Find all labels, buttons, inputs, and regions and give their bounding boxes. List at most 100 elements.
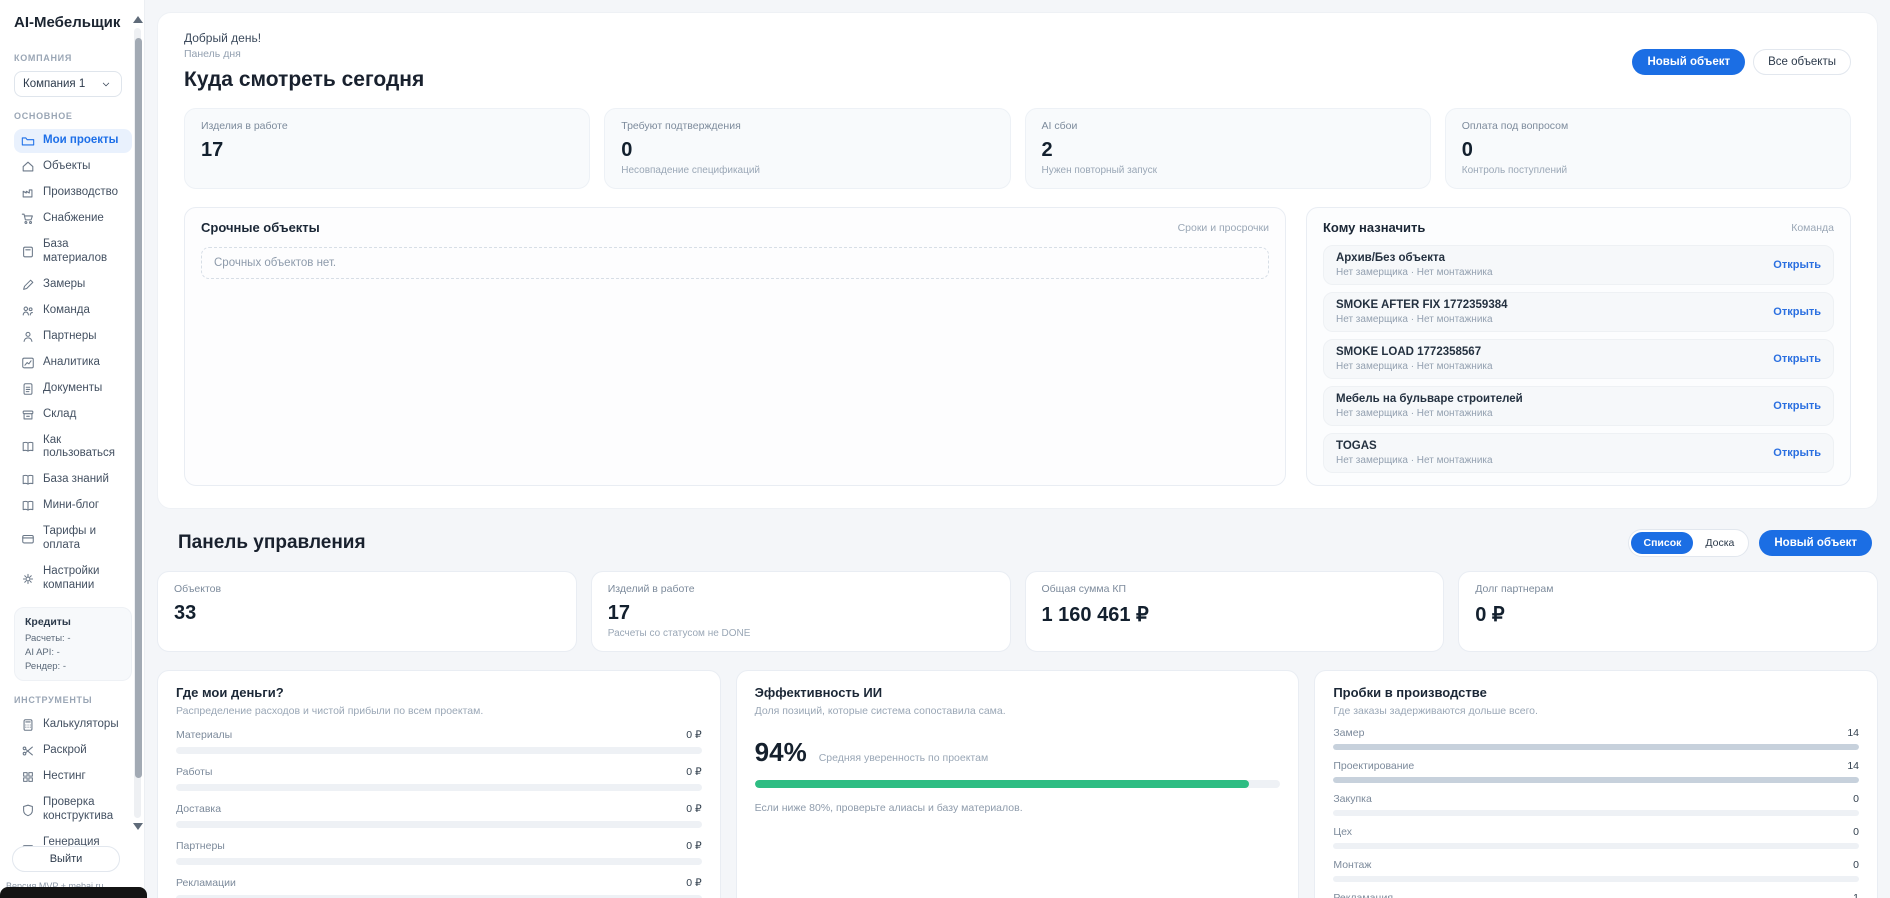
- bar-row-value: 14: [1847, 727, 1859, 739]
- progress-bar: [176, 858, 702, 865]
- sidebar-item-shield[interactable]: Проверка конструктива: [14, 791, 132, 829]
- sidebar-item-label: Мои проекты: [43, 134, 119, 147]
- management-title: Панель управления: [178, 532, 366, 553]
- assign-open-link[interactable]: Открыть: [1773, 400, 1821, 412]
- bar-row-labels: Партнеры 0 ₽: [176, 840, 702, 852]
- bar-row-labels: Рекламации 0 ₽: [176, 877, 702, 889]
- management-actions: Список Доска Новый объект: [1628, 529, 1872, 557]
- assign-item-note: Нет замерщика · Нет монтажника: [1336, 314, 1493, 325]
- scrollbar-thumb[interactable]: [135, 38, 142, 778]
- bar-row-label: Доставка: [176, 803, 222, 815]
- folder-icon: [21, 134, 35, 148]
- sidebar-item-cart[interactable]: Снабжение: [14, 207, 132, 231]
- sidebar-item-label: Тарифы и оплата: [43, 525, 97, 551]
- stat-label: AI сбои: [1041, 120, 1078, 132]
- sidebar-item-factory[interactable]: Производство: [14, 181, 132, 205]
- stat-card: Долг партнерам 0 ₽: [1458, 571, 1878, 652]
- credits-row: Рендер: -: [25, 661, 67, 673]
- stat-label: Требуют подтверждения: [621, 120, 741, 132]
- users-icon: [21, 304, 35, 318]
- stat-value: 17: [201, 139, 224, 161]
- assign-item-note: Нет замерщика · Нет монтажника: [1336, 455, 1493, 466]
- bar-row-label: Рекламации: [176, 877, 236, 889]
- company-select[interactable]: Компания 1: [14, 71, 122, 97]
- progress-bar: [1333, 777, 1859, 783]
- logout-button[interactable]: Выйти: [12, 846, 120, 872]
- user-icon: [21, 330, 35, 344]
- sidebar-item-label: Партнеры: [43, 329, 97, 342]
- assign-card-header: Кому назначить Команда: [1323, 220, 1834, 235]
- assign-card-hint: Команда: [1791, 221, 1834, 234]
- sidebar-item-archive[interactable]: Склад: [14, 403, 132, 427]
- sidebar-item-book[interactable]: Как пользоваться: [14, 429, 132, 467]
- stat-label: Оплата под вопросом: [1461, 120, 1569, 132]
- sidebar-item-pencil[interactable]: Замеры: [14, 273, 132, 297]
- sidebar-item-folder[interactable]: Мои проекты: [14, 129, 132, 153]
- day-panel-header: Добрый день! Панель дня Куда смотреть се…: [184, 31, 1851, 92]
- ai-progress-bar: [754, 780, 1281, 788]
- header-actions: Новый объект Все объекты: [1632, 49, 1851, 75]
- sidebar-item-box[interactable]: База материалов: [14, 233, 132, 271]
- sidebar-item-doc[interactable]: Документы: [14, 377, 132, 401]
- assign-open-link[interactable]: Открыть: [1773, 259, 1821, 271]
- sidebar-item-label: Замеры: [43, 277, 86, 290]
- bar-row: Рекламация 1: [1333, 892, 1859, 898]
- new-object-button[interactable]: Новый объект: [1632, 49, 1746, 75]
- sidebar-item-book[interactable]: База знаний: [14, 468, 132, 492]
- sidebar-item-user[interactable]: Партнеры: [14, 325, 132, 349]
- sidebar-item-scissors[interactable]: Раскрой: [14, 739, 132, 763]
- sidebar: AI-Мебельщик КОМПАНИЯ Компания 1 ОСНОВНО…: [0, 0, 147, 898]
- credits-title: Кредиты: [25, 616, 71, 629]
- sidebar-item-gear[interactable]: Настройки компании: [14, 560, 132, 598]
- progress-bar: [1333, 876, 1859, 882]
- sidebar-item-label: Команда: [43, 303, 90, 316]
- credits-row: Расчеты: -: [25, 633, 71, 645]
- stat-card: Общая сумма КП 1 160 461 ₽: [1024, 571, 1445, 652]
- stat-value: 17: [607, 602, 630, 624]
- scroll-down-icon[interactable]: [133, 823, 143, 830]
- scroll-up-icon[interactable]: [133, 16, 143, 23]
- sidebar-item-card[interactable]: Тарифы и оплата: [14, 520, 132, 558]
- assign-item-name: SMOKE AFTER FIX 1772359384: [1336, 299, 1508, 311]
- stat-note: Несовпадение спецификаций: [621, 165, 760, 176]
- scrollbar-track[interactable]: [134, 28, 142, 818]
- doc-icon: [21, 382, 35, 396]
- bar-row-label: Проектирование: [1333, 760, 1415, 772]
- bar-row: Материалы 0 ₽: [176, 729, 702, 754]
- ai-percent-row: 94% Средняя уверенность по проектам: [755, 737, 1281, 768]
- sidebar-item-label: База знаний: [43, 473, 109, 486]
- chevron-down-icon: [99, 79, 113, 90]
- bar-row-labels: Работы 0 ₽: [176, 766, 702, 778]
- sidebar-item-chart[interactable]: Аналитика: [14, 351, 132, 375]
- stat-value: 0: [1461, 139, 1473, 161]
- assign-open-link[interactable]: Открыть: [1773, 353, 1821, 365]
- view-list-button[interactable]: Список: [1631, 532, 1694, 554]
- sidebar-scrollbar[interactable]: [133, 16, 143, 830]
- all-objects-button[interactable]: Все объекты: [1753, 49, 1851, 75]
- sidebar-item-book[interactable]: Мини-блог: [14, 494, 132, 518]
- progress-bar: [1333, 843, 1859, 849]
- bar-row-value: 1: [1853, 892, 1859, 898]
- greeting-text: Добрый день!: [184, 31, 262, 45]
- sidebar-item-label: База материалов: [43, 238, 108, 264]
- assign-open-link[interactable]: Открыть: [1773, 447, 1821, 459]
- assign-item-note: Нет замерщика · Нет монтажника: [1336, 408, 1493, 419]
- sidebar-item-grid[interactable]: Нестинг: [14, 765, 132, 789]
- stat-card: Изделий в работе 17 Расчеты со статусом не…: [590, 571, 1011, 652]
- view-board-button[interactable]: Доска: [1705, 537, 1735, 549]
- sidebar-item-label: Проверка конструктива: [43, 796, 114, 823]
- bar-row-value: 0 ₽: [686, 877, 702, 889]
- money-card-subtitle: Распределение расходов и чистой прибыли …: [176, 705, 484, 717]
- sidebar-item-label: Настройки компании: [43, 564, 100, 591]
- sidebar-item-users[interactable]: Команда: [14, 299, 132, 323]
- stat-value: 2: [1041, 139, 1053, 161]
- sidebar-item-calc[interactable]: Калькуляторы: [14, 713, 132, 737]
- sidebar-item-label: Нестинг: [43, 770, 86, 783]
- bottlenecks-title: Пробки в производстве: [1333, 685, 1487, 700]
- sidebar-item-home[interactable]: Объекты: [14, 155, 132, 179]
- bar-row-labels: Цех 0: [1333, 826, 1859, 838]
- stat-label: Изделий в работе: [607, 583, 695, 595]
- view-toggle: Список Доска: [1628, 529, 1750, 557]
- assign-open-link[interactable]: Открыть: [1773, 306, 1821, 318]
- new-object-button-2[interactable]: Новый объект: [1759, 530, 1872, 556]
